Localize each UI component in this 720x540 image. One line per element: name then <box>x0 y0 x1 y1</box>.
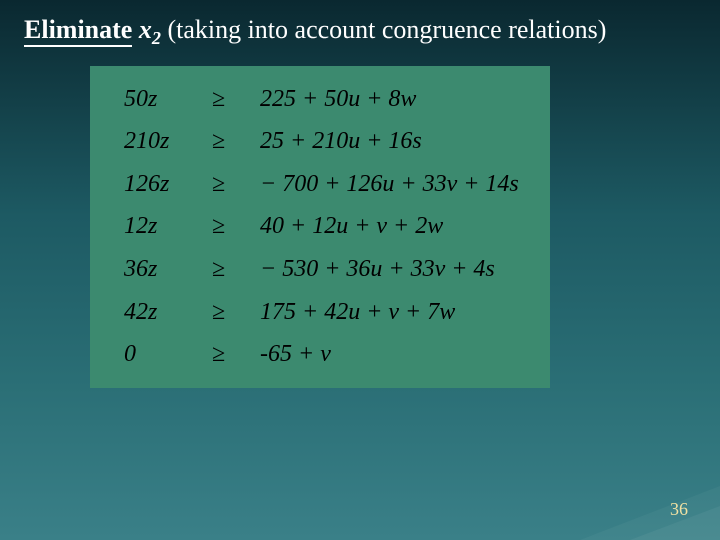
equation-row: 50z ≥ 225 + 50u + 8w <box>124 86 530 113</box>
eq-rhs: − 700 + 126u + 33v + 14s <box>260 171 530 198</box>
heading-rest: (taking into account congruence relation… <box>161 15 606 44</box>
eq-op: ≥ <box>212 171 260 198</box>
equation-row: 12z ≥ 40 + 12u + v + 2w <box>124 213 530 240</box>
slide-heading: Eliminate x2 (taking into account congru… <box>24 14 696 50</box>
eq-op: ≥ <box>212 256 260 283</box>
eq-op: ≥ <box>212 213 260 240</box>
eq-rhs: − 530 + 36u + 33v + 4s <box>260 256 530 283</box>
eq-lhs: 36z <box>124 256 212 283</box>
equation-row: 36z ≥ − 530 + 36u + 33v + 4s <box>124 256 530 283</box>
equation-row: 42z ≥ 175 + 42u + v + 7w <box>124 299 530 326</box>
decorative-corner <box>630 506 720 540</box>
eq-op: ≥ <box>212 341 260 368</box>
heading-subscript: 2 <box>152 28 161 48</box>
heading-var: x <box>139 15 152 44</box>
equation-row: 0 ≥ -65 + v <box>124 341 530 368</box>
eq-op: ≥ <box>212 128 260 155</box>
eq-rhs: -65 + v <box>260 341 530 368</box>
eq-lhs: 50z <box>124 86 212 113</box>
eq-rhs: 175 + 42u + v + 7w <box>260 299 530 326</box>
eq-lhs: 210z <box>124 128 212 155</box>
eq-rhs: 25 + 210u + 16s <box>260 128 530 155</box>
eq-rhs: 225 + 50u + 8w <box>260 86 530 113</box>
eq-lhs: 126z <box>124 171 212 198</box>
equation-row: 210z ≥ 25 + 210u + 16s <box>124 128 530 155</box>
eq-op: ≥ <box>212 86 260 113</box>
equation-row: 126z ≥ − 700 + 126u + 33v + 14s <box>124 171 530 198</box>
eq-lhs: 12z <box>124 213 212 240</box>
eq-lhs: 42z <box>124 299 212 326</box>
eq-lhs: 0 <box>124 341 212 368</box>
equation-block: 50z ≥ 225 + 50u + 8w 210z ≥ 25 + 210u + … <box>90 66 550 388</box>
heading-lead: Eliminate <box>24 15 132 47</box>
eq-op: ≥ <box>212 299 260 326</box>
eq-rhs: 40 + 12u + v + 2w <box>260 213 530 240</box>
